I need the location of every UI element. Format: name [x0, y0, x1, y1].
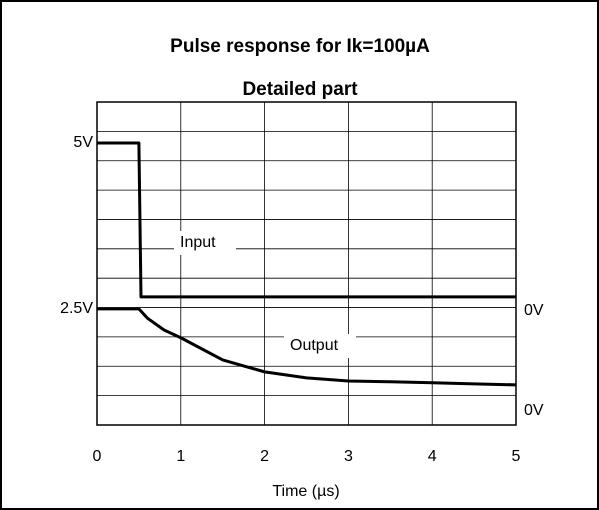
chart-title: Pulse response for Ik=100µA: [170, 36, 430, 57]
x-axis-label: Time (µs): [272, 483, 339, 500]
x-tick-label: 0: [93, 448, 102, 465]
y-tick-label: 0V: [524, 302, 544, 319]
x-tick-label: 2: [260, 448, 269, 465]
series-label: Output: [290, 337, 339, 354]
x-tick-label: 4: [428, 448, 437, 465]
x-tick-label: 1: [176, 448, 185, 465]
y-tick-label: 5V: [73, 134, 93, 151]
series-label: Input: [180, 234, 216, 251]
y-tick-label: 2.5V: [60, 300, 93, 317]
y-tick-label: 0V: [524, 402, 544, 419]
series-line: [97, 141, 516, 299]
series-label-bg: [284, 334, 356, 358]
plot-area: [96, 101, 517, 426]
series-label-bg: [174, 231, 236, 255]
x-tick-label: 5: [512, 448, 521, 465]
x-tick-label: 3: [344, 448, 353, 465]
series-line: [97, 307, 517, 387]
chart-subtitle: Detailed part: [242, 79, 358, 100]
